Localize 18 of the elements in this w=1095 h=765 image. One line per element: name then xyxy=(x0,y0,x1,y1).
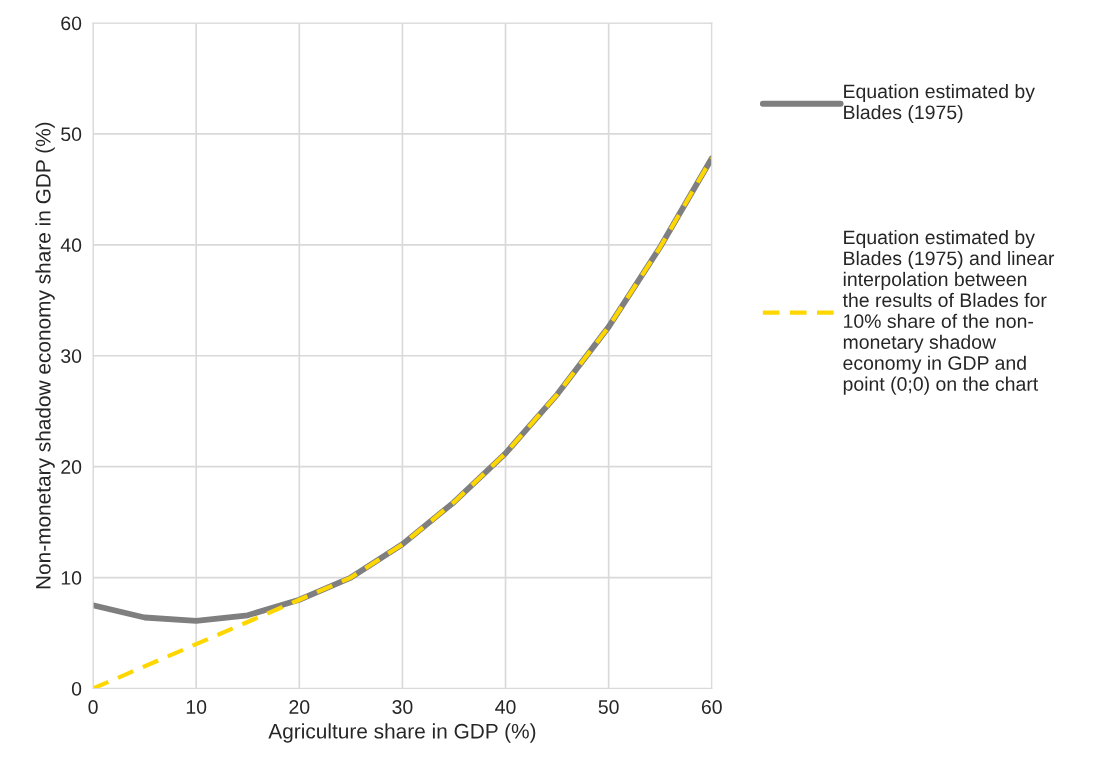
y-tick-label: 50 xyxy=(61,127,82,142)
x-tick-label: 20 xyxy=(289,700,310,714)
y-tick-label: 20 xyxy=(61,460,82,474)
x-tick-label: 0 xyxy=(88,700,98,714)
x-tick-label: 50 xyxy=(598,700,619,714)
x-tick-label: 60 xyxy=(701,700,722,714)
legend-label: Equation estimated by Blades (1975) xyxy=(844,83,1035,124)
y-axis-title: Non-monetary shadow economy share in GDP (%) xyxy=(35,122,55,589)
y-tick-label: 40 xyxy=(60,238,82,253)
y-tick-label: 60 xyxy=(61,16,82,31)
legend-label: Equation estimated by Blades (1975) and linear interpolation between the results of Blades for 10% share of the non- monetary shadow economy in GDP and point (0;0) on the chart xyxy=(842,229,1055,395)
x-tick-label: 30 xyxy=(392,700,413,714)
y-tick-label: 30 xyxy=(61,349,82,363)
x-tick-label: 10 xyxy=(186,700,207,714)
x-tick-label: 40 xyxy=(495,700,516,714)
y-tick-label: 10 xyxy=(61,571,82,585)
x-axis-title: Agriculture share in GDP (%) xyxy=(268,723,536,743)
y-tick-label: 0 xyxy=(71,681,82,696)
